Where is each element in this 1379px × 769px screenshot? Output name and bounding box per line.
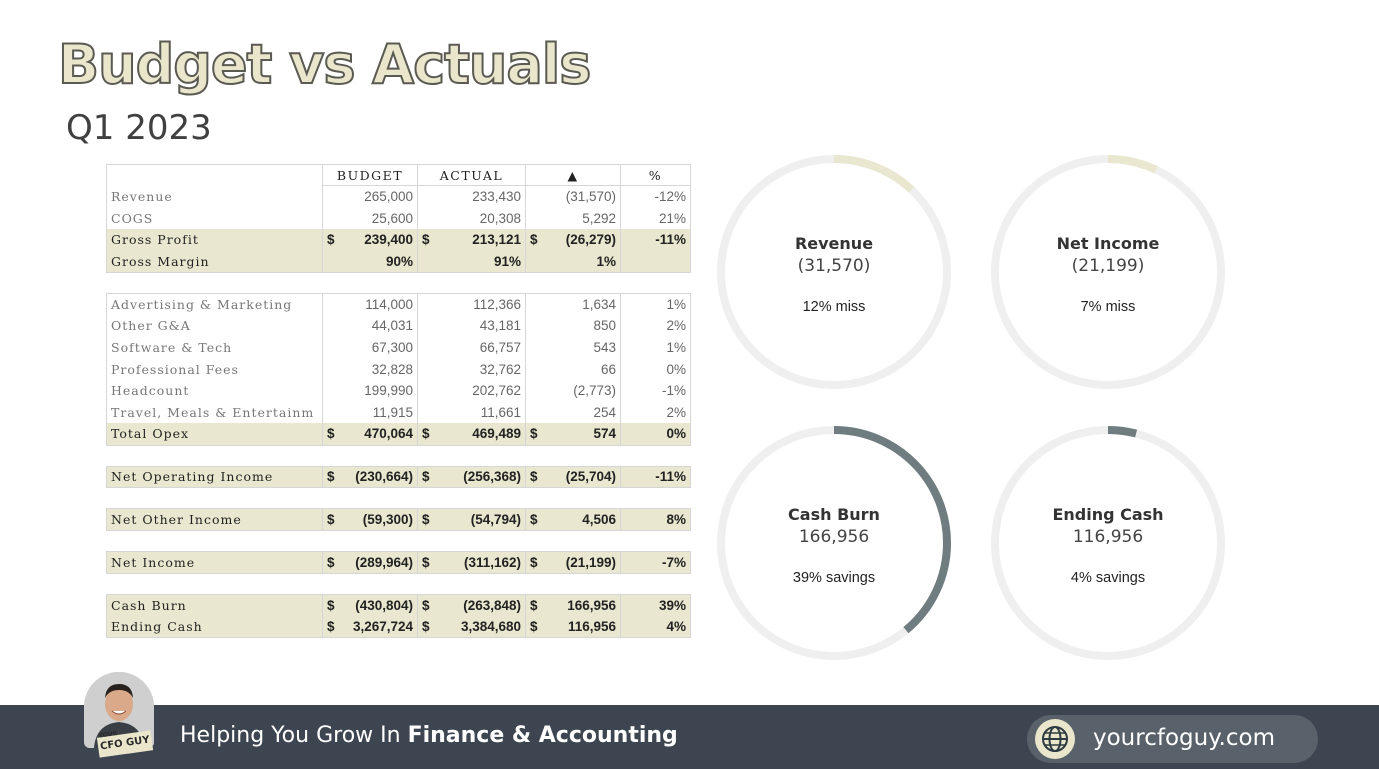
table-row: Gross Margin 90% 91% 1% <box>106 250 691 273</box>
row-label: Total Opex <box>106 423 323 446</box>
col-delta-header: ▲ <box>525 164 621 186</box>
website-text: yourcfoguy.com <box>1093 725 1275 751</box>
gauge-progress-arc <box>991 155 1225 389</box>
net-income-gauge-ring <box>991 155 1225 389</box>
gauge-note: 39% savings <box>792 570 876 586</box>
col-budget-header: BUDGET <box>322 164 418 186</box>
row-label: Advertising & Marketing <box>106 292 323 315</box>
budget-table: BUDGET ACTUAL ▲ % Revenue 265,000 233,43… <box>106 164 691 638</box>
row-label: Software & Tech <box>106 336 323 359</box>
globe-icon <box>1035 719 1075 759</box>
website-link[interactable]: yourcfoguy.com <box>1027 715 1318 763</box>
row-label: Other G&A <box>106 314 323 337</box>
table-row: COGS 25,600 20,308 5,292 21% <box>106 207 691 229</box>
net-income-gauge: Net Income (21,199) 7% miss <box>988 152 1228 392</box>
table-row: Net Income $ (289,964) $ (311,162) $ (21,19… <box>106 550 691 574</box>
page-title: Budget vs Actuals <box>57 33 592 96</box>
row-label: Net Operating Income <box>106 465 323 489</box>
col-actual-header: ACTUAL <box>417 164 526 186</box>
gauge-label: Revenue <box>794 234 874 253</box>
ending-cash-gauge-ring <box>991 426 1225 660</box>
gauge-progress-arc <box>991 426 1225 660</box>
row-label: Cash Burn <box>106 593 323 616</box>
table-row: Professional Fees 32,828 32,762 66 0% <box>106 358 691 380</box>
page-subtitle: Q1 2023 <box>66 108 212 148</box>
gauge-value: (31,570) <box>797 256 871 276</box>
gauge-value: 166,956 <box>798 527 870 547</box>
table-header-row: BUDGET ACTUAL ▲ % <box>106 164 691 186</box>
footer-tagline: Helping You Grow In Finance & Accounting <box>180 723 678 748</box>
row-label: Headcount <box>106 380 323 402</box>
gauge-progress-arc <box>717 426 951 660</box>
cash-burn-gauge-ring <box>717 426 951 660</box>
table-row: Other G&A 44,031 43,181 850 2% <box>106 314 691 337</box>
table-row: Ending Cash $3,267,724 $3,384,680 $116,9… <box>106 615 691 638</box>
table-row: Cash Burn $ (430,804) $ (263,848) $166,956… <box>106 593 691 616</box>
table-row: Advertising & Marketing 114,000 112,366 … <box>106 292 691 315</box>
row-label: COGS <box>106 207 323 229</box>
gauge-label: Net Income <box>1056 234 1160 253</box>
table-row: Net Operating Income $ (230,664) $ (256,36… <box>106 465 691 489</box>
table-row: Revenue 265,000 233,430 (31,570) -12% <box>106 185 691 208</box>
gauge-label: Ending Cash <box>1052 505 1164 524</box>
table-row: Headcount 199,990 202,762 (2,773) -1% <box>106 380 691 402</box>
gauge-note: 7% miss <box>1080 299 1136 315</box>
row-label: Revenue <box>106 185 323 208</box>
row-label: Ending Cash <box>106 615 323 638</box>
gauge-value: 116,956 <box>1072 527 1144 547</box>
table-row: Gross Profit $239,400 $213,121 $ (26,279)… <box>106 228 691 251</box>
footer-bar: Helping You Grow In Finance & Accounting… <box>0 705 1379 769</box>
gauge-value: (21,199) <box>1071 256 1145 276</box>
row-label: Net Income <box>106 550 323 574</box>
revenue-gauge-ring <box>717 155 951 389</box>
gauge-note: 4% savings <box>1070 570 1146 586</box>
revenue-gauge: Revenue (31,570) 12% miss <box>714 152 954 392</box>
gauge-progress-arc <box>717 155 951 389</box>
table-row: Total Opex $470,064 $469,489 $574 0% <box>106 423 691 446</box>
table-row: Net Other Income $ (59,300) $ (54,794) $4,… <box>106 508 691 531</box>
gauge-note: 12% miss <box>802 299 866 315</box>
row-label: Net Other Income <box>106 508 323 531</box>
col-pct-header: % <box>620 164 691 186</box>
table-row: Travel, Meals & Entertainm 11,915 11,661… <box>106 401 691 424</box>
row-label: Professional Fees <box>106 358 323 380</box>
gauge-label: Cash Burn <box>788 505 880 524</box>
table-row: Software & Tech 67,300 66,757 543 1% <box>106 336 691 359</box>
cash-burn-gauge: Cash Burn 166,956 39% savings <box>714 423 954 663</box>
row-label: Travel, Meals & Entertainm <box>106 401 323 424</box>
row-label: Gross Margin <box>106 250 323 273</box>
ending-cash-gauge: Ending Cash 116,956 4% savings <box>988 423 1228 663</box>
row-label: Gross Profit <box>106 228 323 251</box>
